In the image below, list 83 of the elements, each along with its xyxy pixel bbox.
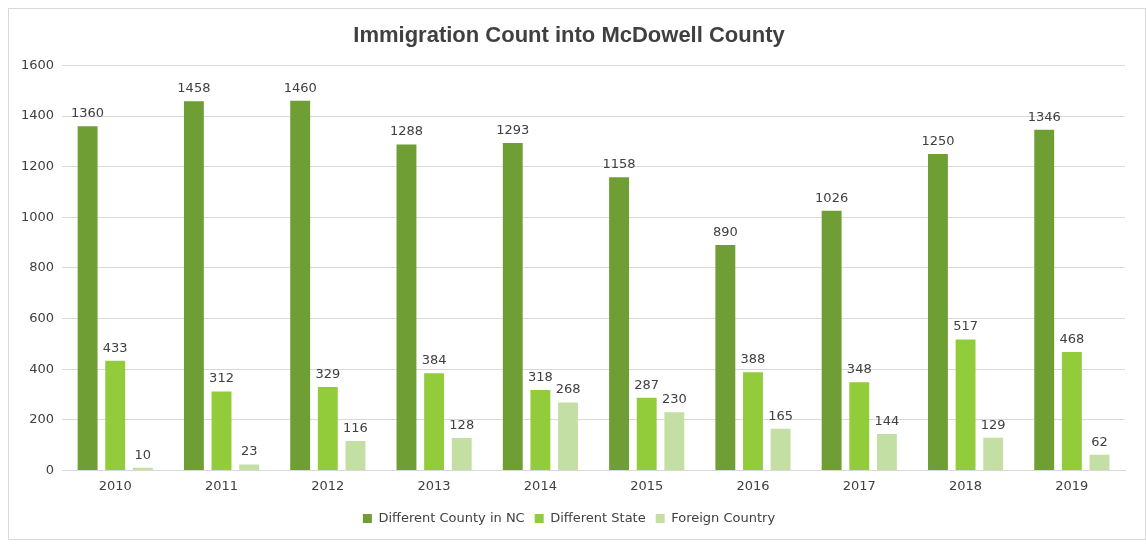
bar xyxy=(132,467,153,470)
data-label: 268 xyxy=(555,381,581,397)
data-label: 1158 xyxy=(602,156,636,172)
y-tick-label: 0 xyxy=(45,461,55,477)
legend-label: Different County in NC xyxy=(378,509,525,525)
data-label: 348 xyxy=(846,361,872,377)
data-label: 129 xyxy=(980,416,1006,432)
bar xyxy=(239,464,260,470)
bar xyxy=(876,433,897,470)
legend-label: Different State xyxy=(550,509,646,525)
bar xyxy=(609,177,629,470)
data-label: 890 xyxy=(712,223,738,239)
bar xyxy=(636,397,657,470)
data-label: 144 xyxy=(874,412,900,428)
y-tick-label: 1600 xyxy=(20,56,55,72)
bar xyxy=(77,126,98,470)
y-tick-label: 1000 xyxy=(20,208,55,224)
x-tick-label: 2017 xyxy=(842,477,876,493)
x-tick-label: 2019 xyxy=(1055,477,1089,493)
bar xyxy=(345,441,366,470)
data-label: 1346 xyxy=(1027,108,1061,124)
x-tick-label: 2015 xyxy=(630,477,664,493)
bar xyxy=(715,245,736,470)
x-tick-label: 2014 xyxy=(523,477,557,493)
x-tick-label: 2012 xyxy=(311,477,345,493)
x-tick-label: 2011 xyxy=(204,477,239,493)
bar xyxy=(983,437,1004,470)
data-label: 1288 xyxy=(389,123,424,139)
data-label: 128 xyxy=(449,416,475,432)
data-label: 1293 xyxy=(496,121,530,137)
chart-title: Immigration Count into McDowell County xyxy=(353,22,786,48)
data-label: 384 xyxy=(421,352,447,368)
y-tick-label: 1200 xyxy=(20,158,55,174)
bar xyxy=(821,210,842,470)
x-tick-label: 2018 xyxy=(949,477,983,493)
bar xyxy=(927,153,948,470)
x-tick-label: 2016 xyxy=(736,477,770,493)
data-label: 318 xyxy=(527,368,553,384)
bar xyxy=(955,339,976,470)
data-label: 62 xyxy=(1091,433,1108,449)
bar xyxy=(1089,454,1110,470)
y-tick-label: 200 xyxy=(29,411,55,427)
y-tick-label: 600 xyxy=(29,309,55,325)
bar xyxy=(105,360,126,470)
bar xyxy=(558,402,578,470)
x-tick-label: 2013 xyxy=(417,477,451,493)
data-label: 23 xyxy=(240,443,258,459)
bar xyxy=(290,100,311,470)
bar xyxy=(770,428,791,470)
data-label: 312 xyxy=(209,370,234,386)
data-label: 1458 xyxy=(177,80,211,96)
bar xyxy=(664,412,685,470)
data-label: 165 xyxy=(768,407,794,423)
y-tick-label: 400 xyxy=(29,360,55,376)
data-label: 1460 xyxy=(283,79,317,95)
legend-label: Foreign Country xyxy=(671,509,776,525)
data-label: 287 xyxy=(634,376,660,392)
bar xyxy=(424,373,445,470)
data-label: 1026 xyxy=(815,189,849,205)
bar xyxy=(183,101,204,470)
data-label: 10 xyxy=(134,446,152,462)
bar xyxy=(451,438,472,470)
bar xyxy=(211,391,232,470)
bar xyxy=(502,143,523,470)
data-label: 433 xyxy=(102,339,128,355)
data-label: 230 xyxy=(661,391,687,407)
data-label: 1250 xyxy=(921,132,955,148)
data-label: 388 xyxy=(740,351,766,367)
bar xyxy=(396,144,417,470)
data-label: 116 xyxy=(343,419,368,435)
bar xyxy=(1034,129,1055,470)
y-tick-label: 1400 xyxy=(20,107,55,123)
bar xyxy=(1061,351,1082,470)
bar xyxy=(530,389,551,470)
bar xyxy=(743,372,763,470)
data-label: 517 xyxy=(953,318,978,334)
data-label: 1360 xyxy=(71,105,105,121)
x-tick-label: 2010 xyxy=(98,477,132,493)
bar xyxy=(317,387,338,470)
data-label: 468 xyxy=(1059,330,1085,346)
data-label: 329 xyxy=(315,366,341,381)
y-tick-label: 800 xyxy=(29,259,55,275)
bar xyxy=(849,382,870,470)
